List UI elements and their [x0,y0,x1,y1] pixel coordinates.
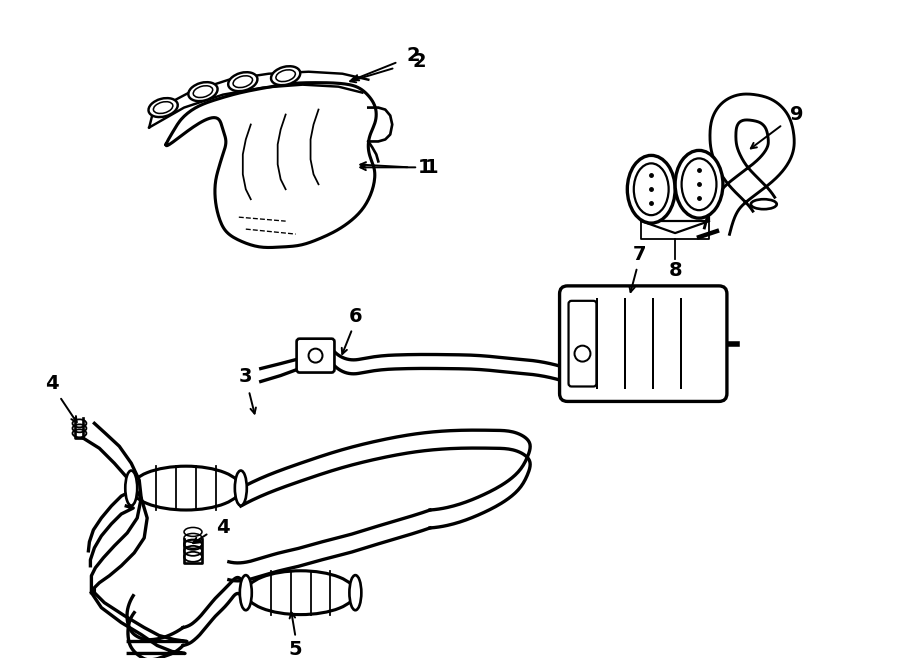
Ellipse shape [188,82,218,101]
Ellipse shape [148,98,177,117]
Ellipse shape [349,575,361,610]
Ellipse shape [239,575,252,610]
Text: 5: 5 [289,640,302,659]
Text: 1: 1 [418,158,432,177]
Text: 2: 2 [406,46,420,65]
Ellipse shape [675,151,723,218]
Circle shape [574,346,590,362]
Text: 4: 4 [216,518,230,537]
FancyBboxPatch shape [560,286,727,401]
FancyBboxPatch shape [297,338,335,373]
Text: 3: 3 [239,367,253,386]
Text: 4: 4 [45,374,58,393]
Text: 9: 9 [790,105,804,124]
Ellipse shape [751,199,777,209]
Text: 7: 7 [633,245,646,264]
FancyBboxPatch shape [569,301,597,387]
Text: 2: 2 [412,52,426,71]
Text: 6: 6 [348,307,362,327]
Ellipse shape [235,471,247,506]
Text: 8: 8 [669,262,682,280]
Ellipse shape [271,66,301,85]
Text: 1: 1 [426,158,439,177]
Ellipse shape [125,471,137,506]
Ellipse shape [627,155,675,223]
Ellipse shape [229,72,257,91]
